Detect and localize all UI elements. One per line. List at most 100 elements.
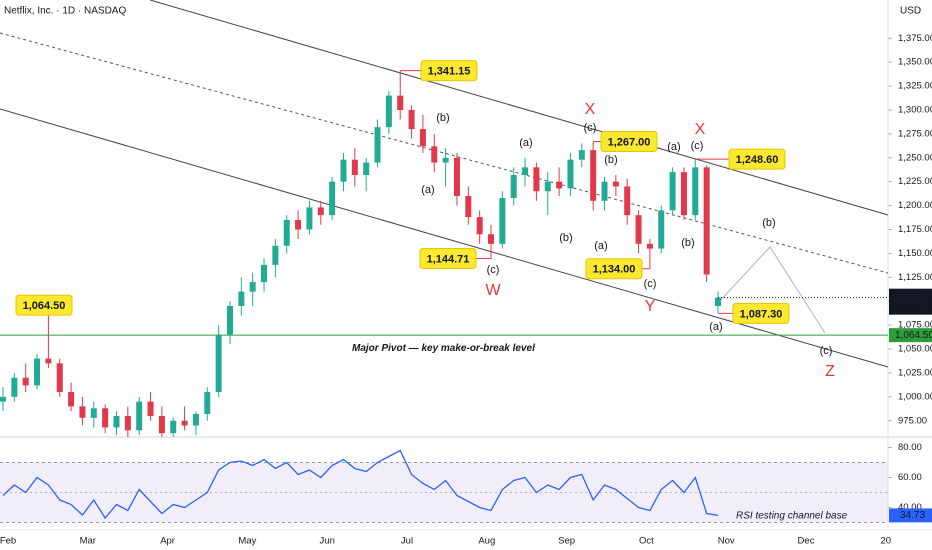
candle-body bbox=[669, 172, 676, 211]
candle-body bbox=[442, 157, 449, 163]
candle-body bbox=[306, 207, 313, 230]
rsi-tick-label: 60.00 bbox=[898, 472, 922, 483]
candle-body bbox=[397, 95, 404, 110]
candle-body bbox=[56, 363, 63, 393]
candle-body bbox=[510, 174, 517, 198]
wave-letter: Z bbox=[825, 363, 835, 380]
callout-box bbox=[728, 148, 786, 170]
y-tick-label: 1,350.00 bbox=[898, 57, 932, 68]
wave-label: (b) bbox=[681, 237, 694, 249]
candle-body bbox=[22, 377, 29, 386]
candle-body bbox=[453, 157, 460, 197]
x-tick-label: Aug bbox=[478, 536, 495, 547]
candle-body bbox=[567, 159, 574, 189]
candle-body bbox=[192, 414, 199, 426]
candle-body bbox=[408, 109, 415, 130]
wave-label: (b) bbox=[604, 154, 617, 166]
pivot-text: Major Pivot — key make-or-break level bbox=[352, 343, 535, 354]
wave-label: (a) bbox=[667, 141, 680, 153]
callout-label: 1,144.71 bbox=[427, 253, 470, 265]
candle-body bbox=[612, 181, 619, 187]
rsi-last-label: 34.73 bbox=[900, 510, 925, 521]
candle-body bbox=[646, 243, 653, 249]
callout-label: 1,134.00 bbox=[593, 264, 636, 276]
wave-label: (b) bbox=[559, 232, 572, 244]
y-tick-label: 1,325.00 bbox=[898, 81, 932, 92]
candle-body bbox=[590, 150, 597, 201]
wave-label: (c) bbox=[584, 122, 597, 134]
y-tick-label: 1,075.00 bbox=[898, 320, 932, 331]
candle-body bbox=[158, 415, 165, 434]
candle-body bbox=[249, 282, 256, 292]
candle-body bbox=[34, 358, 41, 386]
candle-body bbox=[226, 305, 233, 335]
y-tick-label: 1,150.00 bbox=[898, 248, 932, 259]
candle-body bbox=[238, 291, 245, 306]
x-tick-label: May bbox=[238, 536, 256, 547]
last-price-box bbox=[889, 288, 932, 315]
rsi-tick-label: 40.00 bbox=[898, 502, 922, 513]
wave-label: (c) bbox=[691, 140, 704, 152]
candle-body bbox=[283, 219, 290, 246]
callout-label: 1,087.30 bbox=[740, 308, 783, 320]
callout-label: 1,064.50 bbox=[23, 300, 66, 312]
candle-body bbox=[635, 215, 642, 244]
candle-body bbox=[0, 396, 6, 402]
candle-body bbox=[522, 167, 529, 175]
callout-box bbox=[732, 302, 790, 324]
currency: USD bbox=[900, 6, 921, 17]
candle-body bbox=[488, 234, 495, 244]
rsi-tick-label: 80.00 bbox=[898, 442, 922, 453]
candle-body bbox=[147, 401, 154, 416]
pivot-axis-box bbox=[889, 328, 932, 343]
chart-title: Netflix, Inc. · 1D · NASDAQ bbox=[4, 6, 126, 17]
candle-body bbox=[340, 159, 347, 182]
candle-body bbox=[68, 392, 75, 407]
candle-body bbox=[124, 415, 131, 431]
callout-label: 1,267.00 bbox=[608, 136, 651, 148]
wave-letter: W bbox=[485, 282, 501, 299]
candle-body bbox=[578, 150, 585, 160]
y-tick-label: 1,225.00 bbox=[898, 176, 932, 187]
wave-label: (b) bbox=[436, 112, 449, 124]
wave-label: (a) bbox=[709, 321, 722, 333]
y-tick-label: 1,000.00 bbox=[898, 391, 932, 402]
candle-body bbox=[499, 197, 506, 244]
wave-label: (c) bbox=[820, 345, 833, 357]
candle-body bbox=[385, 95, 392, 128]
candle-body bbox=[680, 172, 687, 216]
callout-label: 1,248.60 bbox=[736, 154, 779, 166]
candle-body bbox=[329, 181, 336, 216]
candle-body bbox=[658, 210, 665, 249]
candle-body bbox=[113, 415, 120, 428]
candle-body bbox=[544, 181, 551, 192]
x-tick-label: Oct bbox=[639, 536, 654, 547]
candle-body bbox=[136, 401, 143, 431]
candle-body bbox=[295, 219, 302, 230]
candle-body bbox=[204, 392, 211, 415]
callout-box bbox=[600, 131, 658, 153]
candle-body bbox=[351, 159, 358, 175]
wave-letter: X bbox=[585, 101, 596, 118]
candle-body bbox=[272, 245, 279, 265]
candle-body bbox=[624, 186, 631, 216]
callout-box bbox=[419, 247, 477, 269]
y-tick-label: 1,025.00 bbox=[898, 367, 932, 378]
x-tick-label: Jul bbox=[401, 536, 413, 547]
y-tick-label: 1,275.00 bbox=[898, 128, 932, 139]
callout-label: 1,341.15 bbox=[428, 66, 471, 78]
callout-box bbox=[420, 60, 478, 82]
candle-body bbox=[215, 334, 222, 393]
candle-body bbox=[431, 146, 438, 163]
x-tick-label: 20 bbox=[881, 536, 892, 547]
candle-body bbox=[465, 196, 472, 218]
candle-body bbox=[79, 406, 86, 418]
candle-body bbox=[90, 408, 97, 418]
x-tick-label: Jun bbox=[320, 536, 335, 547]
candle-body bbox=[261, 264, 268, 283]
wave-label: (b) bbox=[762, 217, 775, 229]
candle-body bbox=[692, 167, 699, 216]
y-tick-label: 975.00 bbox=[898, 415, 927, 426]
wave-label: (a) bbox=[519, 137, 532, 149]
y-tick-label: 1,250.00 bbox=[898, 152, 932, 163]
